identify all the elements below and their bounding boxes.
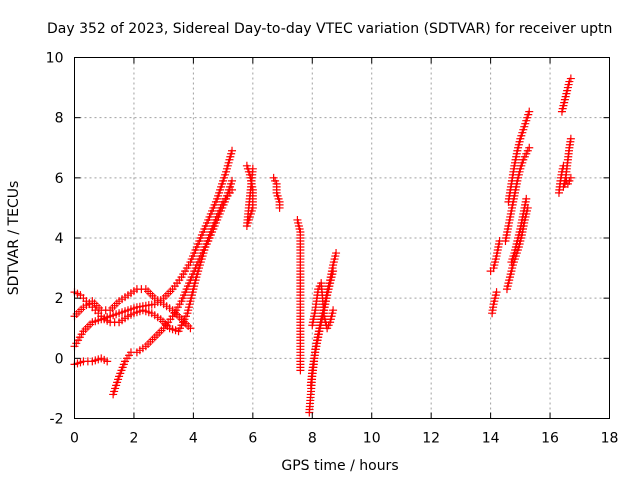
axis-ticks (74, 57, 610, 419)
data-point (248, 164, 257, 173)
series-track-d (70, 354, 112, 369)
data-point (329, 267, 338, 276)
x-tick-labels: 0 2 4 6 8 10 12 14 16 18 (70, 431, 618, 447)
data-point (329, 306, 338, 315)
y-tick-label: 4 (55, 231, 64, 247)
x-axis-title: GPS time / hours (281, 458, 398, 474)
data-point (275, 203, 284, 212)
data-point (228, 146, 237, 155)
series-track-q (507, 194, 531, 267)
series-track-n (504, 107, 534, 206)
series-track-k (308, 279, 338, 333)
data-point (525, 107, 534, 116)
x-tick-label: 16 (541, 431, 559, 447)
x-tick-label: 2 (129, 431, 138, 447)
series-track-h (293, 215, 305, 375)
data-point (228, 176, 237, 185)
chart-title: Day 352 of 2023, Sidereal Day-to-day VTE… (47, 21, 612, 37)
x-tick-label: 6 (248, 431, 257, 447)
x-tick-label: 8 (308, 431, 317, 447)
data-point (522, 194, 531, 203)
data-point (566, 173, 575, 182)
series-track-g (269, 173, 284, 212)
y-tick-label: 8 (55, 111, 64, 127)
series-track-a (70, 146, 237, 351)
y-tick-label: -2 (50, 412, 64, 428)
data-point (566, 74, 575, 83)
y-tick-label: 2 (55, 291, 64, 307)
data-point (332, 249, 341, 258)
x-tick-label: 0 (70, 431, 79, 447)
series-track-f (242, 161, 257, 230)
x-tick-label: 14 (482, 431, 500, 447)
y-axis-title: SDTVAR / TECUs (6, 181, 22, 296)
y-tick-labels: -2 0 2 4 6 8 10 (46, 51, 64, 428)
y-tick-label: 6 (55, 171, 64, 187)
data-points (70, 74, 575, 417)
data-point (492, 288, 501, 297)
data-point (186, 324, 195, 333)
y-tick-label: 0 (55, 351, 64, 367)
y-tick-label: 10 (46, 51, 64, 67)
x-tick-label: 12 (422, 431, 440, 447)
series-track-t (560, 134, 575, 188)
data-point (525, 143, 534, 152)
data-point (296, 366, 305, 375)
series-track-o (501, 143, 534, 246)
x-tick-label: 4 (189, 431, 198, 447)
x-tick-label: 18 (601, 431, 619, 447)
data-point (566, 134, 575, 143)
data-point (103, 357, 112, 366)
series-track-u (559, 173, 575, 191)
series-track-s (557, 74, 575, 116)
series-track-e (109, 176, 237, 399)
series-track-l (486, 237, 504, 276)
x-tick-label: 10 (363, 431, 381, 447)
series-track-m (488, 288, 501, 318)
